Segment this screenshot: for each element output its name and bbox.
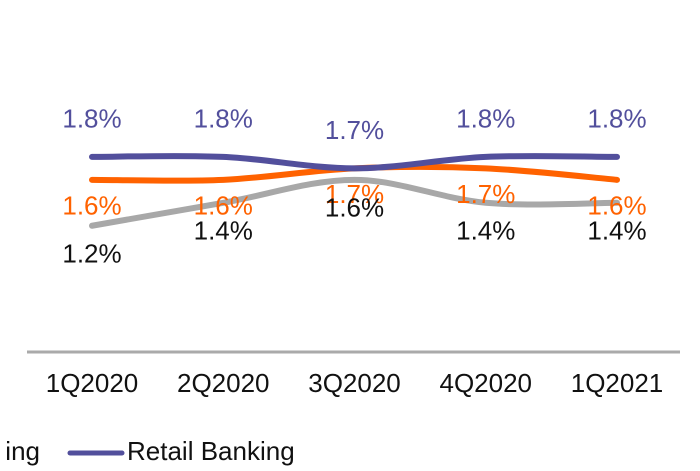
x-tick-label: 3Q2020 xyxy=(308,368,401,398)
series-line xyxy=(89,176,620,229)
data-label: 1.4% xyxy=(456,216,515,246)
data-label: 1.6% xyxy=(194,191,253,221)
x-tick-label: 2Q2020 xyxy=(177,368,270,398)
data-label: 1.6% xyxy=(62,191,121,221)
data-label: 1.8% xyxy=(456,104,515,134)
series-line xyxy=(89,153,620,172)
data-label: 1.7% xyxy=(325,115,384,145)
data-label: 1.6% xyxy=(325,193,384,223)
data-label: 1.8% xyxy=(194,104,253,134)
legend-label: Retail Banking xyxy=(127,436,295,466)
legend-label: ing xyxy=(5,436,40,466)
data-label: 1.4% xyxy=(587,216,646,246)
data-label: 1.6% xyxy=(587,191,646,221)
data-label: 1.4% xyxy=(194,216,253,246)
x-tick-label: 4Q2020 xyxy=(439,368,532,398)
data-label: 1.8% xyxy=(62,104,121,134)
data-label: 1.7% xyxy=(325,179,384,209)
data-label: 1.2% xyxy=(62,239,121,269)
x-tick-label: 1Q2020 xyxy=(46,368,139,398)
data-label: 1.8% xyxy=(587,104,646,134)
data-label: 1.7% xyxy=(456,179,515,209)
x-tick-label: 1Q2021 xyxy=(571,368,664,398)
